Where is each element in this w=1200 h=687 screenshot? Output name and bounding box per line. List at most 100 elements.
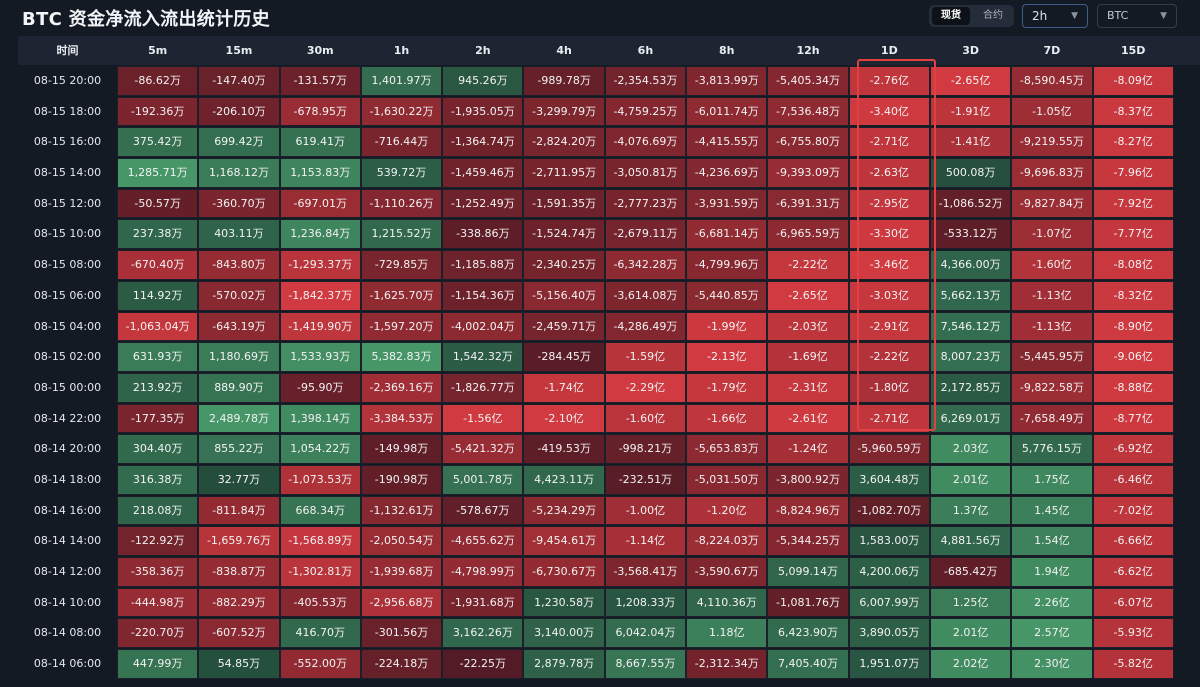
table-cell: -670.40万 <box>117 250 199 280</box>
table-cell: -2.22亿 <box>767 250 849 280</box>
table-cell: -6.66亿 <box>1092 526 1174 556</box>
table-row: 08-15 10:00 237.38万 403.11万 1,236.84万 1,215.… <box>18 218 1200 250</box>
table-cell: -9,822.58万 <box>1011 372 1093 403</box>
table-row: 08-15 08:00 -670.40万 -843.80万 -1,293.37万 -72… <box>18 249 1200 280</box>
header-6h[interactable]: 6h <box>637 44 654 57</box>
row-time: 08-14 22:00 <box>18 403 117 434</box>
table-cell: -3,931.59万 <box>686 188 768 219</box>
table-cell: -405.53万 <box>279 587 361 618</box>
table-cell: -2.63亿 <box>848 158 930 188</box>
header-15d[interactable]: 15D <box>1120 44 1146 57</box>
table-cell: -1,931.68万 <box>442 587 524 618</box>
table-cell: -8.37亿 <box>1092 96 1174 127</box>
header-7d[interactable]: 7D <box>1043 44 1061 57</box>
table-cell: -6.07亿 <box>1092 587 1174 618</box>
table-cell: 5,382.83万 <box>360 342 443 372</box>
header-12h[interactable]: 12h <box>796 44 820 57</box>
table-cell: -419.53万 <box>523 434 605 464</box>
header-30m[interactable]: 30m <box>306 44 334 57</box>
table-row: 08-15 14:00 1,285.71万 1,168.12万 1,153.83万 53… <box>18 157 1200 188</box>
table-cell: -1,185.88万 <box>442 250 524 280</box>
table-cell: -838.87万 <box>198 557 280 587</box>
chevron-down-icon: ▼ <box>1160 11 1167 21</box>
table-cell: 5,662.13万 <box>929 280 1012 311</box>
interval-select[interactable]: 2h ▼ <box>1022 4 1088 28</box>
chevron-down-icon: ▼ <box>1071 11 1078 21</box>
contract-tab[interactable]: 合约 <box>983 10 1003 21</box>
header-4h[interactable]: 4h <box>556 44 572 57</box>
header-time[interactable]: 时间 <box>56 44 79 57</box>
table-cell: 316.38万 <box>117 464 199 495</box>
table-cell: -2,459.71万 <box>523 311 605 342</box>
table-cell: 6,042.04万 <box>604 618 687 649</box>
table-cell: 1.37亿 <box>929 495 1012 526</box>
row-time: 08-15 06:00 <box>18 280 117 311</box>
table-cell: 3,604.48万 <box>848 464 930 495</box>
table-cell: -9,454.61万 <box>523 526 605 556</box>
table-cell: -2,824.20万 <box>523 127 605 158</box>
table-cell: -86.62万 <box>117 66 199 96</box>
table-cell: -2,777.23万 <box>604 188 687 219</box>
table-cell: -358.36万 <box>117 557 199 587</box>
table-row: 08-15 20:00 -86.62万 -147.40万 -131.57万 1,401.… <box>18 65 1200 96</box>
table-cell: -2,340.25万 <box>523 250 605 280</box>
header-1d[interactable]: 1D <box>880 44 898 57</box>
table-cell: 539.72万 <box>360 158 443 188</box>
table-cell: -147.40万 <box>198 66 280 96</box>
table-cell: -1,063.04万 <box>117 311 199 342</box>
table-cell: -1.79亿 <box>686 372 768 403</box>
table-cell: 4,110.36万 <box>686 587 768 618</box>
header-1h[interactable]: 1h <box>393 44 410 57</box>
table-row: 08-14 20:00 304.40万 855.22万 1,054.22万 -149.9… <box>18 433 1200 464</box>
row-time: 08-15 10:00 <box>18 219 117 250</box>
table-cell: -8,590.45万 <box>1011 66 1093 96</box>
table-cell: 945.26万 <box>442 66 524 96</box>
header-3d[interactable]: 3D <box>962 44 980 57</box>
row-time: 08-14 16:00 <box>18 495 117 526</box>
page-title: BTC 资金净流入流出统计历史 <box>22 9 270 30</box>
table-cell: 3,140.00万 <box>523 618 605 649</box>
table-cell: -149.98万 <box>360 434 443 464</box>
coin-select[interactable]: BTC ▼ <box>1097 4 1177 28</box>
table-cell: -4,002.04万 <box>442 311 524 342</box>
table-cell: 699.42万 <box>198 127 280 158</box>
table-cell: -6.62亿 <box>1092 557 1174 587</box>
table-cell: -570.02万 <box>198 280 280 311</box>
table-cell: -1.56亿 <box>442 403 524 434</box>
table-cell: 1,401.97万 <box>360 66 443 96</box>
table-row: 08-14 16:00 218.08万 -811.84万 668.34万 -1,132.… <box>18 494 1200 526</box>
table-cell: -1.99亿 <box>686 311 768 342</box>
table-cell: -1,252.49万 <box>442 188 524 219</box>
table-cell: 3,890.05万 <box>848 618 930 649</box>
table-cell: -2,679.11万 <box>604 219 687 250</box>
table-cell: -8.09亿 <box>1092 66 1174 96</box>
table-cell: -50.57万 <box>117 188 199 219</box>
table-cell: -5,405.34万 <box>767 66 849 96</box>
table-cell: -1,364.74万 <box>442 127 524 158</box>
table-cell: -1.00亿 <box>604 495 687 526</box>
table-cell: -9,827.84万 <box>1011 188 1093 219</box>
table-cell: -1.66亿 <box>686 403 768 434</box>
table-cell: 4,200.06万 <box>848 557 930 587</box>
table-cell: -5,421.32万 <box>442 434 524 464</box>
header-8h[interactable]: 8h <box>718 44 735 57</box>
table-cell: -3,568.41万 <box>604 557 687 587</box>
header-2h[interactable]: 2h <box>475 44 491 57</box>
table-cell: 8,007.23万 <box>929 342 1012 372</box>
table-cell: 4,423.11万 <box>523 464 605 495</box>
table-cell: 2.02亿 <box>929 649 1012 679</box>
spot-tab[interactable]: 现货 <box>932 7 970 25</box>
table-cell: -22.25万 <box>442 649 524 679</box>
header-15m[interactable]: 15m <box>225 44 253 57</box>
table-cell: 3,162.26万 <box>442 618 524 649</box>
table-row: 08-14 10:00 -444.98万 -882.29万 -405.53万 -2,95… <box>18 586 1200 618</box>
table-row: 08-15 06:00 114.92万 -570.02万 -1,842.37万 -1,6… <box>18 279 1200 311</box>
table-cell: -1,082.70万 <box>848 495 930 526</box>
table-cell: -2.22亿 <box>848 342 930 372</box>
table-cell: 1,236.84万 <box>279 219 361 250</box>
header-5m[interactable]: 5m <box>148 44 168 57</box>
table-cell: -338.86万 <box>442 219 524 250</box>
table-cell: -7,658.49万 <box>1011 403 1093 434</box>
table-cell: -989.78万 <box>523 66 605 96</box>
table-cell: -7,536.48万 <box>767 96 849 127</box>
